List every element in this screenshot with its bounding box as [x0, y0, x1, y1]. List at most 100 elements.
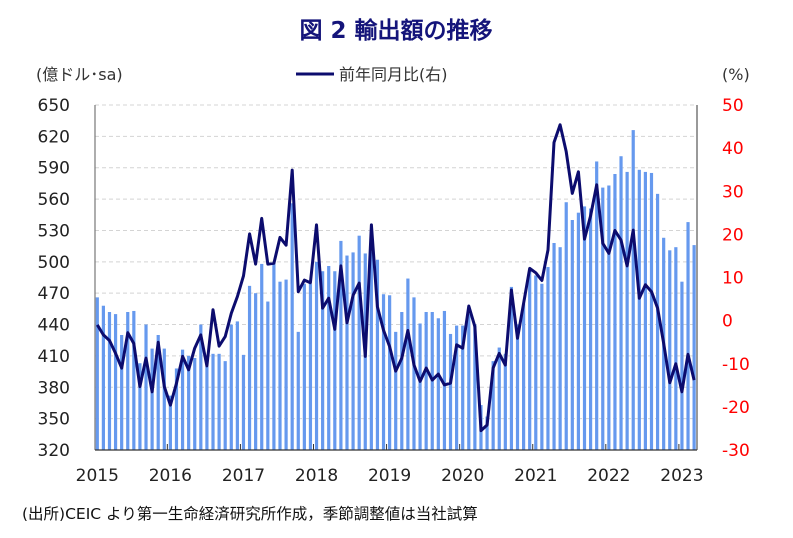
- x-tick-label: 2020: [441, 466, 484, 486]
- bar: [595, 161, 599, 451]
- bar: [515, 324, 520, 450]
- bar: [643, 171, 647, 450]
- bar: [442, 310, 447, 450]
- bar: [534, 275, 538, 450]
- bar: [582, 206, 587, 450]
- bar: [333, 271, 337, 450]
- bar: [241, 354, 246, 450]
- bar: [168, 395, 172, 450]
- bar: [278, 281, 282, 450]
- x-tick-label: 2019: [368, 466, 411, 486]
- bar: [448, 333, 453, 450]
- bar: [180, 349, 185, 450]
- bar: [564, 202, 568, 450]
- bar: [686, 222, 690, 450]
- right-tick-label: 20: [722, 225, 744, 245]
- bar: [503, 353, 507, 450]
- bar: [607, 185, 611, 450]
- x-tick-label: 2021: [514, 466, 557, 486]
- bar: [473, 324, 477, 450]
- x-tick-label: 2017: [222, 466, 265, 486]
- source-footnote: (出所)CEIC より第一生命経済研究所作成，季節調整値は当社試算: [22, 504, 478, 523]
- bar: [327, 266, 331, 450]
- bar: [637, 169, 641, 450]
- yoy-line: [96, 123, 696, 433]
- bar: [345, 255, 349, 450]
- left-axis-unit: (億ドル･sa): [36, 65, 123, 84]
- bar: [576, 212, 581, 450]
- right-tick-label: -20: [722, 398, 750, 418]
- left-tick-label: 650: [38, 96, 70, 116]
- bar: [187, 355, 191, 450]
- left-axis-ticks: 650 620 590 560 530 500 470 440 410 380 350 320: [38, 96, 70, 461]
- bar: [619, 156, 623, 450]
- bar: [150, 348, 154, 450]
- bar: [461, 325, 465, 450]
- bar: [497, 347, 501, 450]
- legend: 前年同月比(右): [296, 65, 448, 84]
- bar: [418, 323, 422, 450]
- bar: [613, 174, 617, 450]
- bar: [540, 283, 544, 450]
- bar: [95, 297, 99, 450]
- bar: [491, 361, 495, 450]
- bar: [107, 312, 112, 450]
- bar: [528, 270, 532, 450]
- bar: [162, 348, 166, 450]
- bar: [290, 203, 294, 450]
- bar: [302, 283, 306, 450]
- x-tick-label: 2018: [295, 466, 338, 486]
- bar: [254, 293, 258, 450]
- x-axis-ticks: 2015 2016 2017 2018 2019 2020 2021 2022 2023: [76, 444, 704, 486]
- bar: [369, 251, 373, 450]
- bar: [467, 314, 471, 450]
- bar: [199, 324, 203, 450]
- bar: [406, 278, 410, 450]
- bar: [266, 301, 270, 450]
- bar: [668, 250, 672, 450]
- bar: [375, 259, 380, 450]
- bar: [235, 321, 239, 450]
- bar: [120, 335, 124, 450]
- bar: [284, 279, 288, 450]
- bar: [321, 271, 325, 450]
- bar: [132, 310, 136, 450]
- bar: [101, 305, 105, 450]
- line-series: [96, 123, 696, 433]
- left-tick-label: 620: [38, 127, 70, 147]
- bar: [412, 297, 416, 450]
- bar: [552, 243, 556, 450]
- bar: [388, 295, 392, 450]
- bar: [588, 208, 593, 450]
- bar: [272, 262, 276, 450]
- bar: [138, 363, 142, 450]
- bar: [631, 130, 635, 450]
- left-tick-label: 530: [38, 221, 70, 241]
- bar: [485, 416, 489, 450]
- left-tick-label: 350: [38, 410, 70, 430]
- bar: [211, 353, 215, 450]
- bar: [174, 368, 179, 450]
- bar: [296, 331, 300, 450]
- bar: [381, 294, 386, 450]
- x-tick-label: 2015: [76, 466, 119, 486]
- right-tick-label: -30: [722, 441, 750, 461]
- right-axis-ticks: 50 40 30 20 10 0 -10 -20 -30: [722, 96, 750, 461]
- bar: [625, 171, 629, 450]
- bar: [455, 325, 459, 450]
- x-tick-label: 2022: [587, 466, 630, 486]
- bar: [601, 187, 605, 450]
- bar: [680, 281, 684, 450]
- left-tick-label: 380: [38, 378, 70, 398]
- bar: [156, 335, 160, 450]
- right-tick-label: -10: [722, 355, 750, 375]
- bar: [394, 331, 398, 450]
- bar: [217, 353, 221, 450]
- axes: [94, 105, 698, 451]
- left-tick-label: 320: [38, 441, 70, 461]
- bar: [558, 247, 562, 450]
- bar: [260, 263, 264, 450]
- bar: [229, 324, 233, 450]
- bar: [509, 286, 514, 450]
